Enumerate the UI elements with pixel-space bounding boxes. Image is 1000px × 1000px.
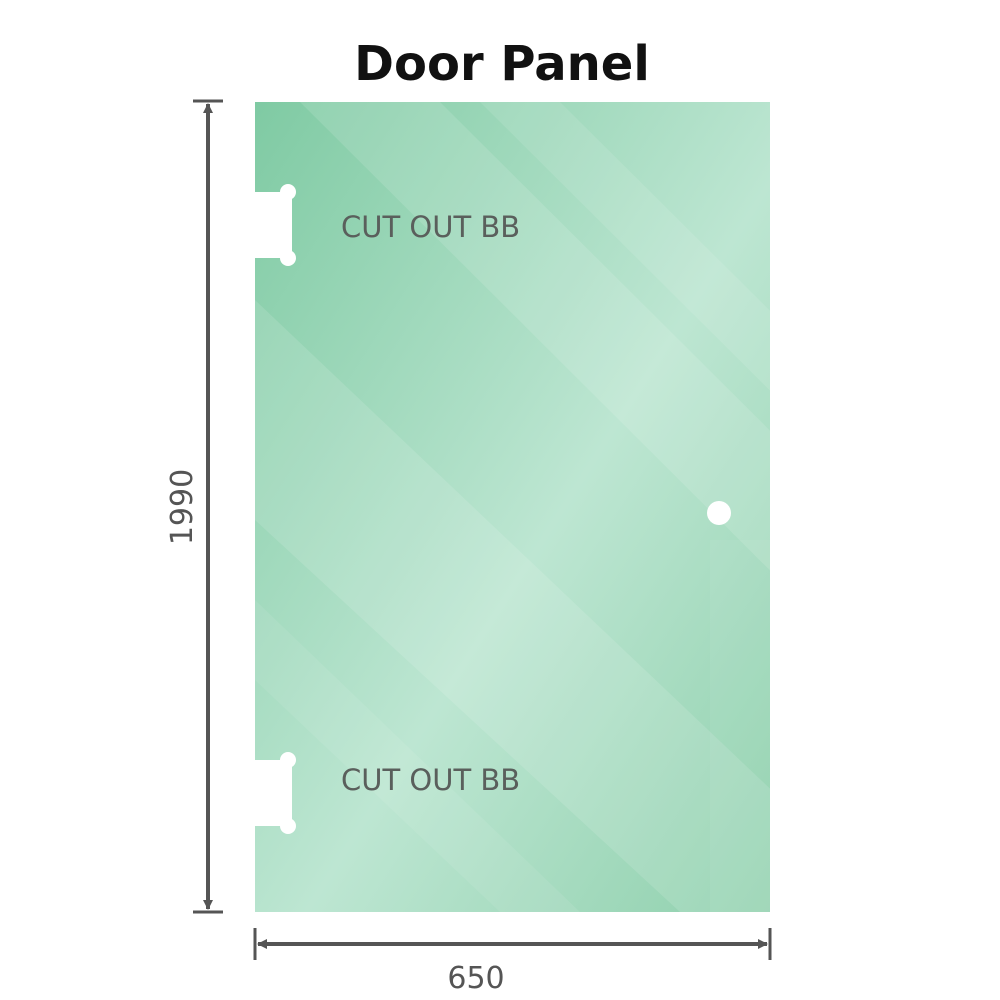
handle-hole (707, 501, 731, 525)
height-dimension: 1990 (165, 99, 223, 914)
cutout-top (250, 184, 296, 266)
width-dimension: 650 (253, 928, 772, 996)
cutout-bottom (250, 752, 296, 834)
diagram-title: Door Panel (354, 36, 650, 92)
glass-panel (255, 102, 770, 912)
glass-reflections (255, 102, 770, 912)
height-label: 1990 (165, 469, 200, 545)
cutout-label-top: CUT OUT BB (341, 210, 520, 244)
cutout-label-bottom: CUT OUT BB (341, 763, 520, 797)
width-label: 650 (447, 961, 504, 996)
